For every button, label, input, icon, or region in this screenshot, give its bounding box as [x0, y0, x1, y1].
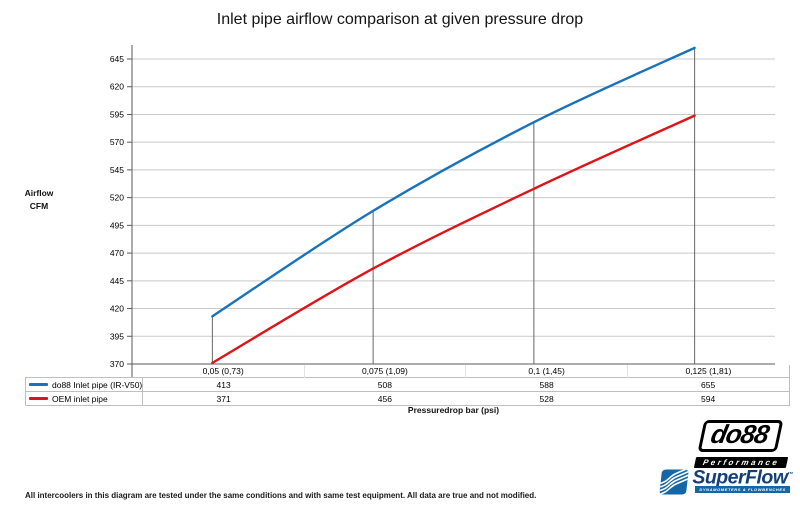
y-axis-title: Airflow CFM — [16, 187, 62, 213]
table-corner-spacer — [26, 365, 143, 378]
x-category-label: 0,125 (1,81) — [627, 365, 790, 378]
chart-data-table: 0,05 (0,73) 0,075 (1,09) 0,1 (1,45) 0,125 (… — [24, 365, 790, 406]
y-tick-label: 495 — [110, 220, 124, 230]
y-axis-title-line2: CFM — [29, 201, 49, 211]
y-tick-label: 620 — [110, 82, 124, 92]
do88-logo-box: do88 — [698, 419, 784, 452]
series-value: 594 — [627, 391, 790, 406]
y-tick-label: 470 — [110, 248, 124, 258]
category-label-row: 0,05 (0,73) 0,075 (1,09) 0,1 (1,45) 0,125 (… — [26, 365, 790, 378]
x-axis-title: Pressuredrop bar (psi) — [407, 405, 500, 415]
superflow-logo: SuperFlow™ DYNAMOMETERS & FLOWBENCHES — [659, 466, 793, 495]
footer-note: All intercoolers in this diagram are tes… — [25, 491, 537, 500]
chart-title: Inlet pipe airflow comparison at given p… — [216, 11, 584, 28]
y-axis-title-line1: Airflow — [24, 188, 54, 198]
series-value: 456 — [304, 391, 466, 406]
superflow-trademark: ™ — [787, 472, 794, 478]
do88-logo: do88 Performance — [693, 419, 789, 470]
x-category-label: 0,1 (1,45) — [465, 365, 628, 378]
x-category-label: 0,075 (1,09) — [304, 365, 467, 378]
superflow-wordmark: SuperFlow — [692, 466, 788, 489]
chart-plot-area: 370 395 420 445 470 495 520 545 570 595 620 645 — [110, 45, 775, 377]
y-tick-label: 395 — [110, 331, 124, 341]
series-line-1 — [211, 114, 696, 365]
series-name: OEM inlet pipe — [52, 393, 108, 404]
series-value: 655 — [627, 377, 790, 392]
series-value: 528 — [465, 391, 628, 406]
y-tick-label: 420 — [110, 304, 124, 314]
x-category-label: 0,05 (0,73) — [142, 365, 305, 378]
series-value: 508 — [304, 377, 466, 392]
y-tick-label: 645 — [110, 54, 124, 64]
superflow-logo-text: SuperFlow™ — [692, 466, 794, 489]
y-tick-label: 595 — [110, 109, 124, 119]
legend-line-swatch — [29, 396, 48, 400]
legend-cell: OEM inlet pipe — [24, 391, 144, 406]
superflow-wave-icon — [659, 469, 689, 495]
series-value: 371 — [142, 391, 304, 406]
y-tick-label: 545 — [110, 165, 124, 175]
superflow-text-block: SuperFlow™ DYNAMOMETERS & FLOWBENCHES — [692, 466, 793, 493]
legend-cell: do88 Inlet pipe (IR-V50) — [24, 377, 144, 392]
superflow-logo-tagline: DYNAMOMETERS & FLOWBENCHES — [695, 485, 790, 493]
y-tick-label: 520 — [110, 193, 124, 203]
legend-line-swatch — [29, 382, 48, 386]
do88-logo-text: do88 — [708, 419, 772, 449]
y-tick-label: 445 — [110, 276, 124, 286]
series-line-0 — [211, 46, 696, 318]
series-value: 413 — [142, 377, 304, 392]
y-tick-label: 570 — [110, 137, 124, 147]
series-row-1: OEM inlet pipe 371 456 528 594 — [24, 391, 790, 406]
series-row-0: do88 Inlet pipe (IR-V50) 413 508 588 655 — [24, 377, 790, 392]
y-tick-label: 370 — [110, 359, 124, 369]
series-value: 588 — [465, 377, 628, 392]
series-name: do88 Inlet pipe (IR-V50) — [52, 379, 143, 390]
